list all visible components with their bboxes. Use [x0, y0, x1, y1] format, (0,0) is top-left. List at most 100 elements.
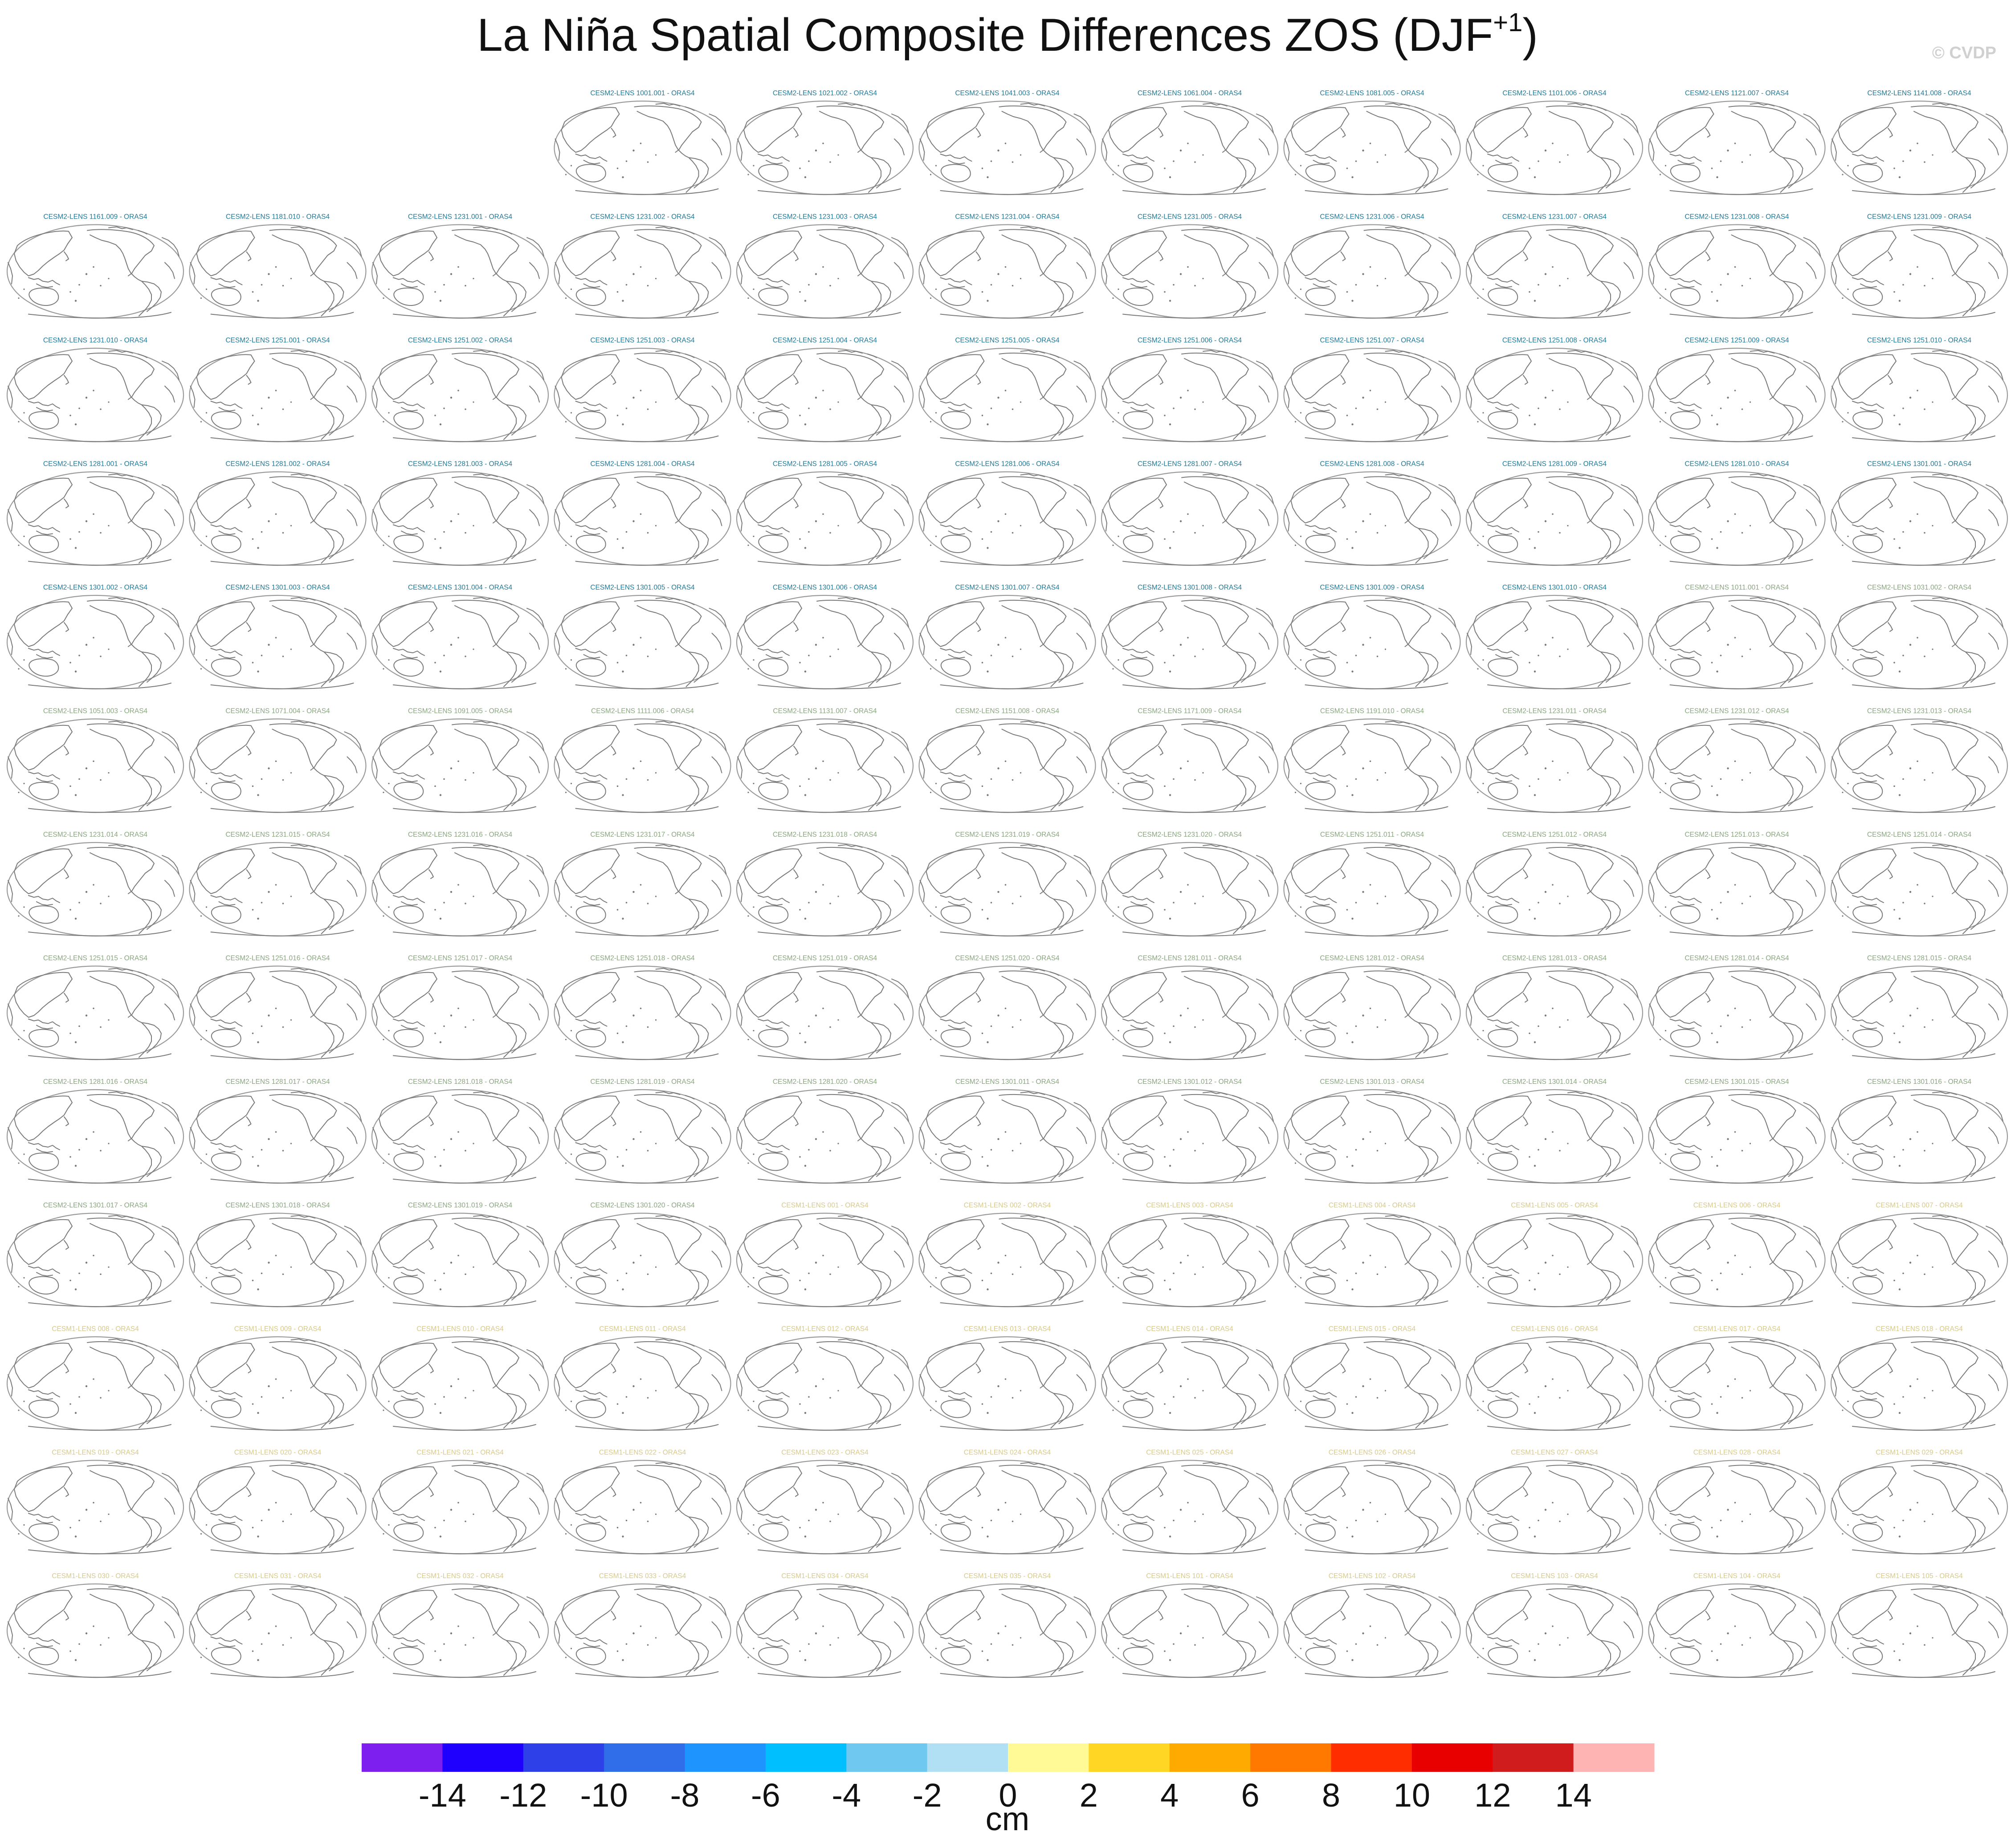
- map-panel: CESM1-LENS 012 - ORAS4: [736, 1325, 914, 1431]
- map-panel: CESM2-LENS 1281.006 - ORAS4: [918, 460, 1096, 566]
- panel-title: CESM2-LENS 1281.018 - ORAS4: [408, 1078, 513, 1086]
- globe-map: [1283, 100, 1461, 195]
- map-panel: CESM2-LENS 1281.010 - ORAS4: [1648, 460, 1826, 566]
- map-panel: CESM1-LENS 016 - ORAS4: [1465, 1325, 1644, 1431]
- panel-title: CESM2-LENS 1231.020 - ORAS4: [1138, 831, 1242, 839]
- globe-map: [1830, 965, 2008, 1060]
- panel-title: CESM2-LENS 1231.009 - ORAS4: [1867, 213, 1972, 221]
- map-panel: CESM2-LENS 1251.019 - ORAS4: [736, 955, 914, 1060]
- panel-title: CESM2-LENS 1251.010 - ORAS4: [1867, 337, 1972, 344]
- panel-title: CESM2-LENS 1251.014 - ORAS4: [1867, 831, 1972, 839]
- globe-map: [1101, 718, 1279, 813]
- map-panel: CESM1-LENS 023 - ORAS4: [736, 1449, 914, 1555]
- panel-title: CESM2-LENS 1231.013 - ORAS4: [1867, 708, 1972, 715]
- globe-map: [371, 1213, 549, 1307]
- globe-map: [189, 1583, 367, 1678]
- panel-title: CESM1-LENS 002 - ORAS4: [964, 1202, 1051, 1209]
- panel-title: CESM2-LENS 1301.016 - ORAS4: [1867, 1078, 1972, 1086]
- map-panel: CESM2-LENS 1041.003 - ORAS4: [918, 90, 1096, 195]
- map-panel: CESM1-LENS 007 - ORAS4: [1830, 1202, 2008, 1307]
- map-panel: CESM2-LENS 1231.016 - ORAS4: [371, 831, 549, 937]
- panel-title: CESM2-LENS 1141.008 - ORAS4: [1867, 90, 1971, 97]
- map-panel: CESM2-LENS 1281.003 - ORAS4: [371, 460, 549, 566]
- panel-title: CESM2-LENS 1251.007 - ORAS4: [1320, 337, 1424, 344]
- panel-title: CESM1-LENS 018 - ORAS4: [1876, 1325, 1963, 1333]
- globe-map: [1283, 718, 1461, 813]
- panel-title: CESM2-LENS 1231.005 - ORAS4: [1138, 213, 1242, 221]
- globe-map: [554, 594, 731, 690]
- map-panel: CESM2-LENS 1251.004 - ORAS4: [736, 337, 914, 443]
- panel-title: CESM2-LENS 1251.003 - ORAS4: [590, 337, 695, 344]
- map-panel: CESM2-LENS 1301.002 - ORAS4: [6, 584, 184, 690]
- map-panel: CESM2-LENS 1301.019 - ORAS4: [371, 1202, 549, 1307]
- globe-map: [6, 1213, 184, 1307]
- panel-title: CESM2-LENS 1251.001 - ORAS4: [225, 337, 330, 344]
- globe-map: [736, 224, 914, 319]
- panel-title: CESM2-LENS 1081.005 - ORAS4: [1320, 90, 1424, 97]
- map-panel: CESM2-LENS 1061.004 - ORAS4: [1101, 90, 1279, 195]
- globe-map: [1830, 718, 2008, 813]
- map-panel: CESM2-LENS 1281.015 - ORAS4: [1830, 955, 2008, 1060]
- map-panel: CESM2-LENS 1251.013 - ORAS4: [1648, 831, 1826, 937]
- panel-title: CESM2-LENS 1281.020 - ORAS4: [773, 1078, 877, 1086]
- globe-map: [1101, 1460, 1279, 1555]
- map-panel: CESM2-LENS 1121.007 - ORAS4: [1648, 90, 1826, 195]
- panel-title: CESM1-LENS 013 - ORAS4: [964, 1325, 1051, 1333]
- globe-map: [1830, 100, 2008, 195]
- map-panel: CESM2-LENS 1111.006 - ORAS4: [554, 708, 731, 813]
- map-panel: CESM1-LENS 009 - ORAS4: [189, 1325, 367, 1431]
- panel-title: CESM2-LENS 1151.008 - ORAS4: [955, 708, 1060, 715]
- map-panel: CESM1-LENS 033 - ORAS4: [554, 1572, 731, 1678]
- map-panel: CESM2-LENS 1251.006 - ORAS4: [1101, 337, 1279, 443]
- globe-map: [189, 224, 367, 319]
- panel-title: CESM1-LENS 025 - ORAS4: [1146, 1449, 1233, 1457]
- globe-map: [918, 1460, 1096, 1555]
- map-panel: CESM2-LENS 1231.004 - ORAS4: [918, 213, 1096, 319]
- globe-map: [1465, 718, 1644, 813]
- panel-title: CESM2-LENS 1281.003 - ORAS4: [408, 460, 513, 468]
- globe-map: [6, 1460, 184, 1555]
- panel-title: CESM2-LENS 1231.002 - ORAS4: [590, 213, 695, 221]
- globe-map: [918, 718, 1096, 813]
- globe-map: [736, 965, 914, 1060]
- globe-map: [371, 965, 549, 1060]
- map-panel: CESM1-LENS 034 - ORAS4: [736, 1572, 914, 1678]
- map-panel: CESM2-LENS 1301.011 - ORAS4: [918, 1078, 1096, 1184]
- globe-map: [918, 347, 1096, 443]
- globe-map: [918, 594, 1096, 690]
- map-panel: CESM1-LENS 027 - ORAS4: [1465, 1449, 1644, 1555]
- title-superscript: +1: [1493, 8, 1523, 37]
- panel-title: CESM2-LENS 1251.020 - ORAS4: [955, 955, 1060, 962]
- panel-title: CESM2-LENS 1281.006 - ORAS4: [955, 460, 1060, 468]
- globe-map: [554, 347, 731, 443]
- panel-title: CESM2-LENS 1181.010 - ORAS4: [226, 213, 330, 221]
- panel-title: CESM2-LENS 1231.016 - ORAS4: [408, 831, 513, 839]
- panel-title: CESM2-LENS 1281.012 - ORAS4: [1320, 955, 1424, 962]
- map-panel: CESM2-LENS 1251.009 - ORAS4: [1648, 337, 1826, 443]
- globe-map: [554, 471, 731, 566]
- map-panel: CESM1-LENS 004 - ORAS4: [1283, 1202, 1461, 1307]
- panel-title: CESM1-LENS 103 - ORAS4: [1511, 1572, 1598, 1580]
- globe-map: [189, 965, 367, 1060]
- globe-map: [736, 347, 914, 443]
- panel-title: CESM1-LENS 035 - ORAS4: [964, 1572, 1051, 1580]
- map-panel: CESM2-LENS 1071.004 - ORAS4: [189, 708, 367, 813]
- panel-title: CESM2-LENS 1071.004 - ORAS4: [225, 708, 330, 715]
- globe-map: [736, 471, 914, 566]
- panel-title: CESM2-LENS 1231.011 - ORAS4: [1502, 708, 1607, 715]
- title-main: La Niña Spatial Composite Differences ZO…: [477, 9, 1493, 61]
- panel-title: CESM1-LENS 016 - ORAS4: [1511, 1325, 1598, 1333]
- globe-map: [1465, 1213, 1644, 1307]
- panel-title: CESM2-LENS 1251.015 - ORAS4: [43, 955, 148, 962]
- globe-map: [371, 1336, 549, 1431]
- map-panel: CESM2-LENS 1301.009 - ORAS4: [1283, 584, 1461, 690]
- panel-title: CESM2-LENS 1301.011 - ORAS4: [955, 1078, 1060, 1086]
- map-panel: CESM2-LENS 1281.016 - ORAS4: [6, 1078, 184, 1184]
- panel-title: CESM1-LENS 003 - ORAS4: [1146, 1202, 1233, 1209]
- panel-title: CESM2-LENS 1251.011 - ORAS4: [1320, 831, 1424, 839]
- panel-title: CESM1-LENS 102 - ORAS4: [1329, 1572, 1416, 1580]
- globe-map: [1648, 965, 1826, 1060]
- map-panel: CESM2-LENS 1231.006 - ORAS4: [1283, 213, 1461, 319]
- globe-map: [736, 100, 914, 195]
